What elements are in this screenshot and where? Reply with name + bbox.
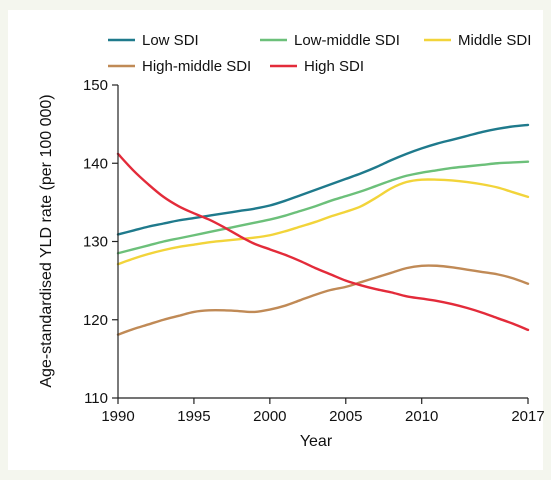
x-tick-label: 1995 [177, 408, 210, 425]
x-tick-label: 2000 [253, 408, 286, 425]
y-tick-label: 150 [83, 77, 108, 94]
legend-label-high-sdi: High SDI [304, 58, 364, 75]
y-axis-title: Age-standardised YLD rate (per 100 000) [38, 94, 55, 387]
x-tick-label: 2010 [405, 408, 438, 425]
series-line-high-middle-sdi [116, 264, 530, 336]
legend-label-low-sdi: Low SDI [142, 32, 199, 49]
y-tick-label: 140 [83, 155, 108, 172]
x-tick-label: 2017 [511, 408, 544, 425]
series-line-low-middle-sdi [116, 160, 530, 255]
x-tick-label: 2005 [329, 408, 362, 425]
legend-label-high-middle-sdi: High-middle SDI [142, 58, 251, 75]
y-tick-label: 120 [83, 312, 108, 329]
series-layer [116, 123, 530, 336]
x-tick-label: 1990 [101, 408, 134, 425]
y-tick-label: 130 [83, 234, 108, 251]
series-line-high-sdi [116, 152, 530, 332]
x-axis-title: Year [300, 433, 333, 450]
series-line-middle-sdi [116, 178, 530, 266]
chart-panel [8, 10, 543, 470]
series-line-low-sdi [116, 123, 530, 236]
legend-label-middle-sdi: Middle SDI [458, 32, 531, 49]
legend: Low SDI Low-middle SDI Middle SDI High-midd… [108, 32, 531, 75]
axes: 110 120 130 140 150 1990 1995 2000 2005 2010 2017 [83, 77, 545, 425]
legend-label-low-middle-sdi: Low-middle SDI [294, 32, 400, 49]
y-tick-label: 110 [84, 390, 108, 407]
